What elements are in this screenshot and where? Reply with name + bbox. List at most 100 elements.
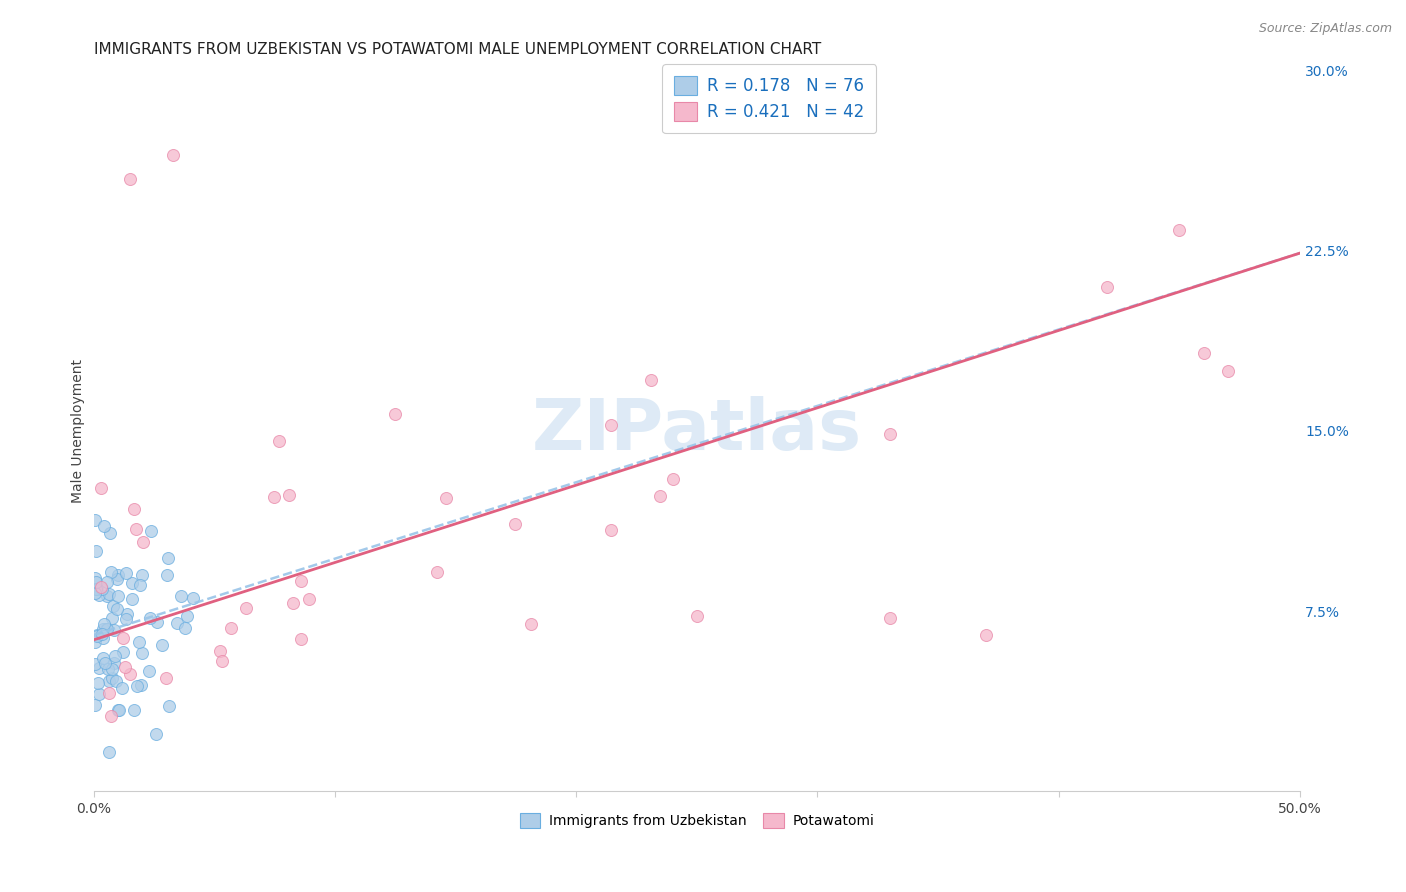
Text: ZIPatlas: ZIPatlas	[531, 396, 862, 466]
Point	[87, 661, 110, 675]
Point	[104, 649, 127, 664]
Point	[176, 608, 198, 623]
Point	[600, 524, 623, 538]
Point	[976, 628, 998, 642]
Point	[155, 672, 177, 686]
Point	[83, 698, 105, 713]
Point	[131, 567, 153, 582]
Point	[145, 727, 167, 741]
Point	[96, 574, 118, 589]
Point	[519, 616, 541, 631]
Point	[93, 518, 115, 533]
Point	[278, 488, 301, 502]
Point	[107, 590, 129, 604]
Point	[94, 622, 117, 636]
Point	[107, 567, 129, 582]
Y-axis label: Male Unemployment: Male Unemployment	[72, 359, 86, 503]
Point	[505, 517, 527, 532]
Point	[103, 657, 125, 671]
Point	[101, 610, 124, 624]
Point	[96, 589, 118, 603]
Point	[91, 582, 114, 597]
Point	[209, 644, 232, 658]
Point	[87, 588, 110, 602]
Point	[84, 571, 107, 585]
Point	[156, 551, 179, 566]
Point	[91, 650, 114, 665]
Point	[111, 632, 134, 646]
Point	[640, 373, 662, 387]
Point	[96, 623, 118, 637]
Point	[83, 513, 105, 527]
Point	[91, 627, 114, 641]
Point	[105, 673, 128, 688]
Point	[139, 524, 162, 538]
Point	[181, 591, 204, 605]
Point	[98, 686, 121, 700]
Point	[83, 585, 105, 599]
Point	[129, 578, 152, 592]
Point	[290, 632, 312, 646]
Point	[84, 582, 107, 597]
Point	[83, 634, 105, 648]
Point	[108, 703, 131, 717]
Point	[132, 535, 155, 549]
Point	[118, 171, 141, 186]
Point	[91, 623, 114, 637]
Point	[686, 608, 709, 623]
Point	[111, 681, 134, 695]
Text: Source: ZipAtlas.com: Source: ZipAtlas.com	[1258, 22, 1392, 36]
Point	[281, 596, 304, 610]
Point	[662, 472, 685, 486]
Point	[211, 654, 233, 668]
Point	[115, 611, 138, 625]
Point	[90, 580, 112, 594]
Point	[93, 631, 115, 645]
Point	[648, 490, 671, 504]
Point	[101, 662, 124, 676]
Point	[1216, 364, 1239, 378]
Point	[100, 565, 122, 579]
Point	[84, 543, 107, 558]
Point	[93, 616, 115, 631]
Point	[121, 575, 143, 590]
Point	[114, 660, 136, 674]
Point	[298, 591, 321, 606]
Point	[86, 629, 108, 643]
Point	[86, 582, 108, 596]
Point	[150, 639, 173, 653]
Point	[105, 602, 128, 616]
Point	[174, 621, 197, 635]
Point	[125, 522, 148, 536]
Point	[267, 434, 290, 449]
Point	[146, 615, 169, 630]
Point	[1192, 345, 1215, 359]
Point	[89, 688, 111, 702]
Point	[138, 665, 160, 679]
Point	[98, 587, 121, 601]
Point	[156, 567, 179, 582]
Point	[166, 616, 188, 631]
Point	[219, 621, 242, 635]
Point	[879, 427, 901, 442]
Point	[84, 657, 107, 672]
Point	[118, 667, 141, 681]
Point	[129, 677, 152, 691]
Point	[434, 491, 457, 505]
Point	[98, 526, 121, 541]
Text: IMMIGRANTS FROM UZBEKISTAN VS POTAWATOMI MALE UNEMPLOYMENT CORRELATION CHART: IMMIGRANTS FROM UZBEKISTAN VS POTAWATOMI…	[94, 42, 821, 57]
Point	[112, 645, 135, 659]
Point	[90, 481, 112, 495]
Point	[86, 575, 108, 590]
Point	[290, 574, 312, 588]
Point	[162, 147, 184, 161]
Point	[103, 623, 125, 637]
Point	[117, 607, 139, 622]
Point	[121, 591, 143, 606]
Point	[86, 627, 108, 641]
Point	[124, 501, 146, 516]
Point	[97, 662, 120, 676]
Point	[101, 671, 124, 685]
Point	[97, 673, 120, 688]
Point	[125, 679, 148, 693]
